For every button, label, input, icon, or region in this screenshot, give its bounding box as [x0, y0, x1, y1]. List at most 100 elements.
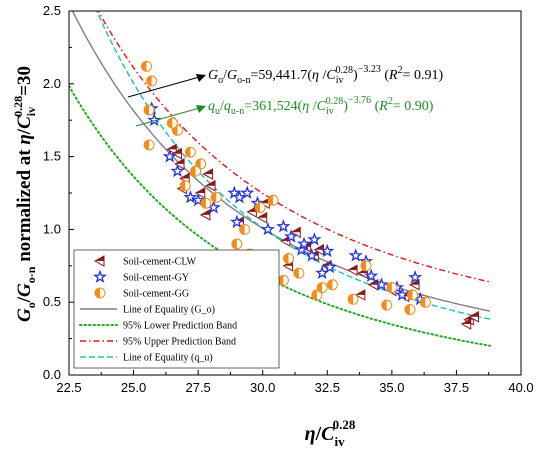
point-soil-cement-clw	[354, 289, 366, 301]
point-soil-cement-gy	[315, 265, 330, 280]
legend-label: Soil-cement-GG	[123, 289, 189, 300]
point-soil-cement-gg	[179, 180, 191, 192]
point-soil-cement-clw	[460, 318, 472, 330]
point-soil-cement-clw	[205, 179, 216, 192]
point-soil-cement-gy	[284, 229, 299, 243]
point-soil-cement-gg	[386, 282, 398, 294]
point-soil-cement-gy	[232, 190, 247, 204]
point-soil-cement-gg	[419, 296, 431, 308]
point-soil-cement-gg	[267, 194, 279, 206]
legend-label: Line of Equality (G_o)	[123, 305, 215, 316]
curve-95-upper-prediction-band	[97, 11, 491, 283]
legend-item: Line of Equality (G_o)	[80, 305, 215, 316]
point-soil-cement-gg	[231, 238, 243, 250]
y-tick-label: 0.5	[43, 294, 61, 309]
point-soil-cement-clw	[367, 278, 379, 291]
point-soil-cement-clw	[468, 310, 480, 323]
x-tick-label: 35.0	[379, 380, 404, 395]
point-soil-cement-gg	[184, 146, 196, 158]
point-soil-cement-gy	[260, 221, 275, 236]
point-soil-cement-gg	[316, 282, 328, 294]
point-soil-cement-gg	[326, 279, 338, 291]
x-axis: 22.5 25.0 27.5 30.0 32.5 35.0 37.5 40.0	[56, 370, 534, 395]
arrow-qu-head	[196, 105, 206, 113]
point-soil-cement-gg	[254, 202, 266, 214]
point-soil-cement-clw	[199, 208, 211, 221]
point-soil-cement-gy	[297, 236, 312, 250]
legend-item: Soil-cement-GY	[92, 269, 189, 284]
legend-marker	[93, 255, 105, 267]
annotation-arrows	[127, 74, 206, 127]
legend-label: 95% Upper Prediction Band	[123, 337, 236, 348]
point-soil-cement-gy	[240, 185, 255, 199]
point-soil-cement-gg	[146, 75, 158, 87]
point-soil-cement-gy	[320, 243, 335, 258]
y-tick-label: 0.0	[43, 367, 61, 382]
point-soil-cement-clw	[194, 187, 206, 199]
legend-item: 95% Lower Prediction Band	[79, 321, 237, 332]
point-soil-cement-gy	[147, 112, 162, 127]
point-soil-cement-gg	[293, 267, 305, 279]
point-soil-cement-gy	[408, 269, 423, 284]
y-axis-title: Go/Go-n normalized at η/Civ0.28=30	[11, 66, 38, 322]
point-soil-cement-gy	[294, 242, 309, 256]
y-tick-label: 1.5	[43, 149, 61, 164]
point-soil-cement-gg	[283, 253, 295, 265]
legend-item: Line of Equality (q_u)	[80, 353, 213, 364]
x-axis-title: η/Civ0.28	[305, 417, 356, 449]
legend: Soil-cement-CLW Soil-cement-GY Soil-cement…	[73, 249, 280, 369]
legend-marker	[92, 269, 108, 283]
legend-item: Soil-cement-GG	[94, 287, 189, 300]
point-soil-cement-gg	[360, 260, 372, 272]
point-soil-cement-clw	[171, 147, 182, 160]
point-soil-cement-gg	[166, 117, 178, 129]
point-soil-cement-gy	[322, 259, 337, 274]
point-soil-cement-gg	[143, 139, 155, 151]
point-soil-cement-gy	[374, 277, 389, 291]
point-soil-cement-gy	[276, 219, 291, 233]
point-soil-cement-gy	[183, 189, 198, 204]
y-tick-label: 2.5	[43, 3, 61, 18]
point-soil-cement-gy	[395, 287, 410, 301]
point-soil-cement-gy	[229, 214, 244, 229]
point-soil-cement-gy	[162, 149, 177, 163]
point-soil-cement-clw	[174, 158, 185, 170]
y-tick-label: 1.0	[43, 221, 61, 236]
equation-qu: qu/qu-n=361,524(η /Civ0.28)−3.76 (R2= 0.…	[208, 95, 434, 117]
point-soil-cement-gy	[170, 163, 185, 178]
point-soil-cement-gg	[404, 303, 416, 315]
x-tick-label: 27.5	[185, 380, 210, 395]
legend-label: Soil-cement-CLW	[123, 257, 197, 268]
point-soil-cement-gg	[200, 197, 212, 209]
y-tick-label: 2.0	[43, 76, 61, 91]
x-tick-label: 22.5	[56, 380, 81, 395]
point-soil-cement-gg	[381, 299, 393, 311]
legend-item: 95% Upper Prediction Band	[80, 337, 236, 348]
point-soil-cement-gg	[277, 274, 289, 286]
x-tick-label: 37.5	[444, 380, 469, 395]
x-tick-label: 40.0	[508, 380, 533, 395]
legend-label: Line of Equality (q_u)	[123, 353, 213, 364]
y-axis: 0.0 0.5 1.0 1.5 2.0 2.5	[43, 3, 74, 382]
legend-label: 95% Lower Prediction Band	[123, 321, 237, 332]
point-soil-cement-gg	[210, 191, 222, 203]
point-soil-cement-clw	[256, 211, 268, 224]
legend-marker	[94, 287, 106, 299]
point-soil-cement-clw	[246, 206, 257, 218]
point-soil-cement-gy	[191, 192, 206, 207]
arrow-go-head	[196, 74, 206, 82]
point-soil-cement-clw	[347, 264, 358, 277]
point-soil-cement-gy	[304, 248, 319, 262]
legend-item: Soil-cement-CLW	[93, 255, 197, 268]
arrow-qu	[135, 106, 204, 127]
point-soil-cement-gg	[239, 223, 251, 235]
legend-label: Soil-cement-GY	[123, 273, 189, 284]
point-soil-cement-gg	[407, 289, 419, 301]
point-soil-cement-gy	[348, 248, 363, 262]
equation-go: Go/Go-n=59,441.7(η /Civ0.28)−3.23 (R2= 0…	[208, 64, 443, 86]
point-soil-cement-gg	[143, 104, 155, 116]
data-points	[140, 60, 480, 330]
point-soil-cement-gg	[190, 165, 202, 177]
